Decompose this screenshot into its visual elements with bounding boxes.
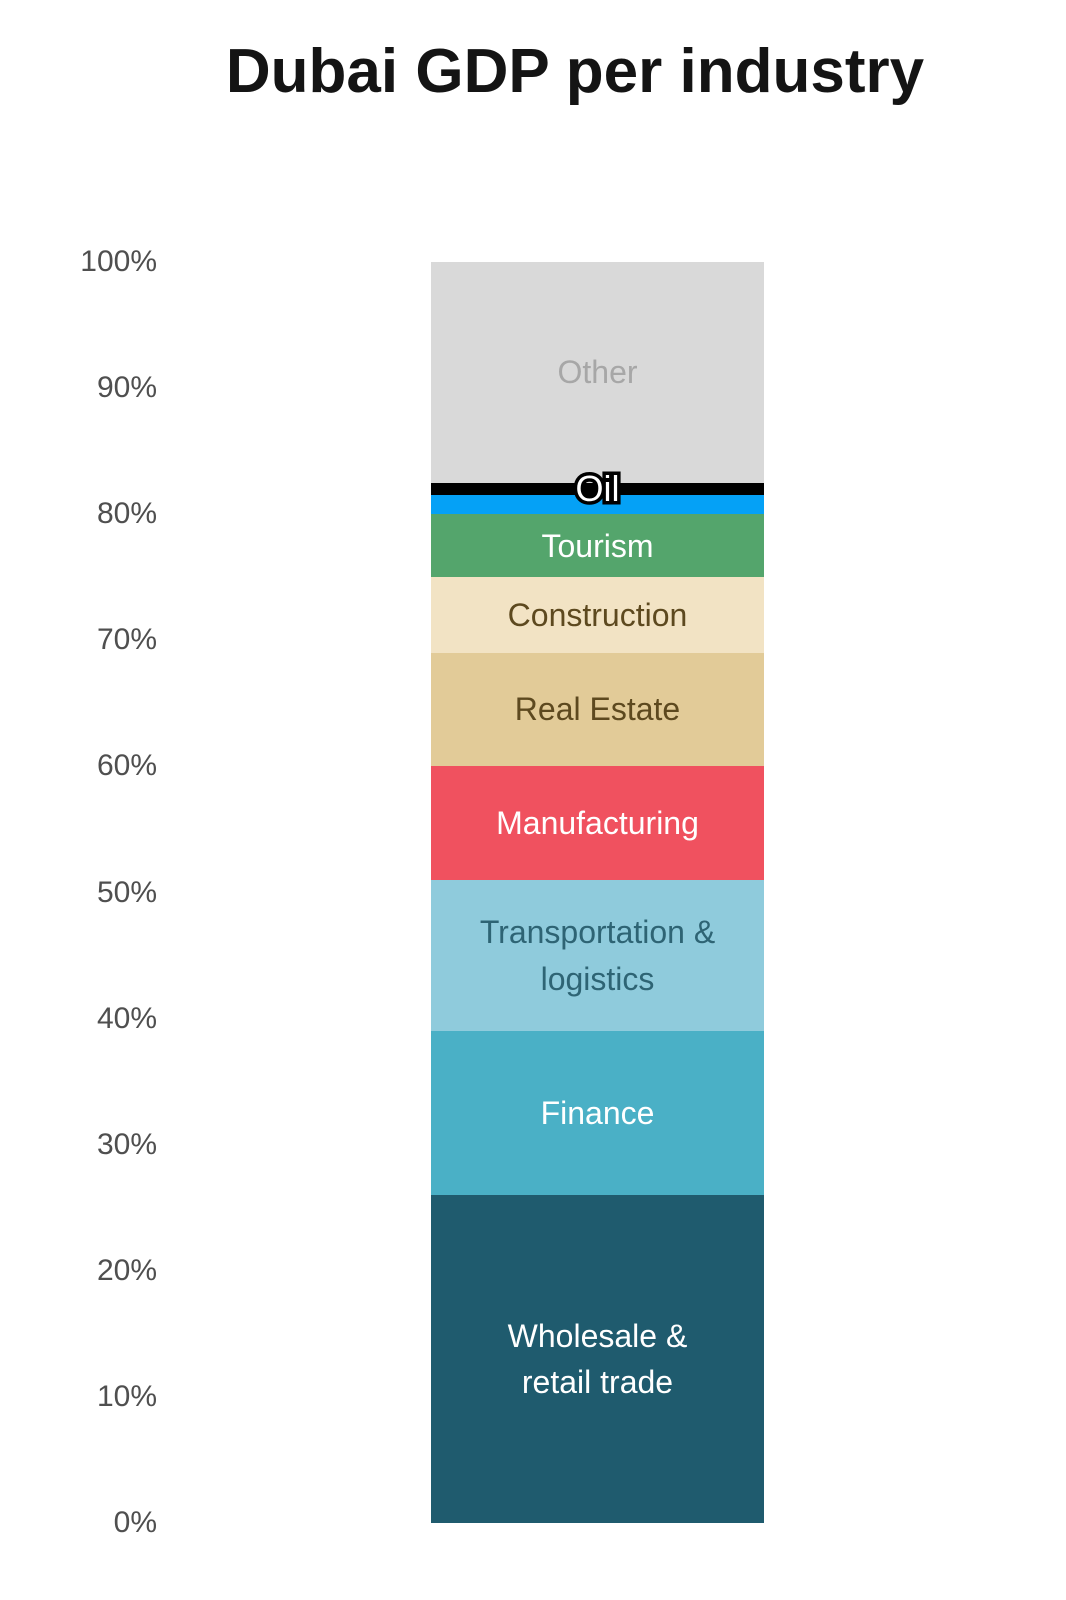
bar-segment-finance: Finance [431, 1031, 764, 1196]
bar-segment-tourism: Tourism [431, 514, 764, 578]
y-axis-tick-100: 100% [80, 245, 157, 278]
chart-title: Dubai GDP per industry [225, 37, 925, 106]
bar-segment-wholesale-retail-trade: Wholesale & retail trade [431, 1195, 764, 1523]
bar-segment-label-tourism: Tourism [541, 527, 654, 564]
y-axis-tick-40: 40% [96, 1001, 157, 1035]
y-axis-tick-20: 20% [96, 1253, 157, 1287]
y-axis-tick-30: 30% [96, 1127, 157, 1161]
bar-segment-label-transportation-logistics: Transportation & logistics [479, 914, 716, 997]
y-axis-tick-60: 60% [96, 749, 157, 783]
bar-segment-construction: Construction [431, 577, 764, 653]
bar-segment-label-wholesale-retail-trade: Wholesale & retail trade [507, 1317, 688, 1401]
stacked-bar: Other Oil Oil Tourism Construction Real Estat… [431, 262, 764, 1523]
y-axis-tick-0: 0% [113, 1506, 157, 1539]
bar-segment-label-real-estate: Real Estate [514, 691, 681, 728]
bar-segment-transportation-logistics: Transportation & logistics [431, 879, 764, 1032]
y-axis: 100% 90% 80% 70% 60% 50% 40% 30% 20% 10% 0% [40, 245, 157, 1539]
y-axis-tick-10: 10% [96, 1379, 157, 1413]
bar-segment-other: Other [431, 262, 764, 483]
y-axis-tick-90: 90% [96, 371, 157, 405]
bar-segment-blue-band [431, 495, 764, 515]
bar-segment-label-manufacturing: Manufacturing [496, 804, 699, 841]
bar-segment-oil: Oil Oil [431, 467, 764, 510]
y-axis-tick-50: 50% [96, 875, 157, 909]
bar-segment-label-finance: Finance [540, 1094, 655, 1131]
bar-segment-label-other: Other [557, 354, 638, 391]
y-axis-tick-80: 80% [96, 497, 157, 531]
bar-segment-real-estate: Real Estate [431, 652, 764, 767]
bar-segment-manufacturing: Manufacturing [431, 766, 764, 880]
bar-segment-label-construction: Construction [507, 596, 688, 633]
y-axis-tick-70: 70% [96, 623, 157, 657]
